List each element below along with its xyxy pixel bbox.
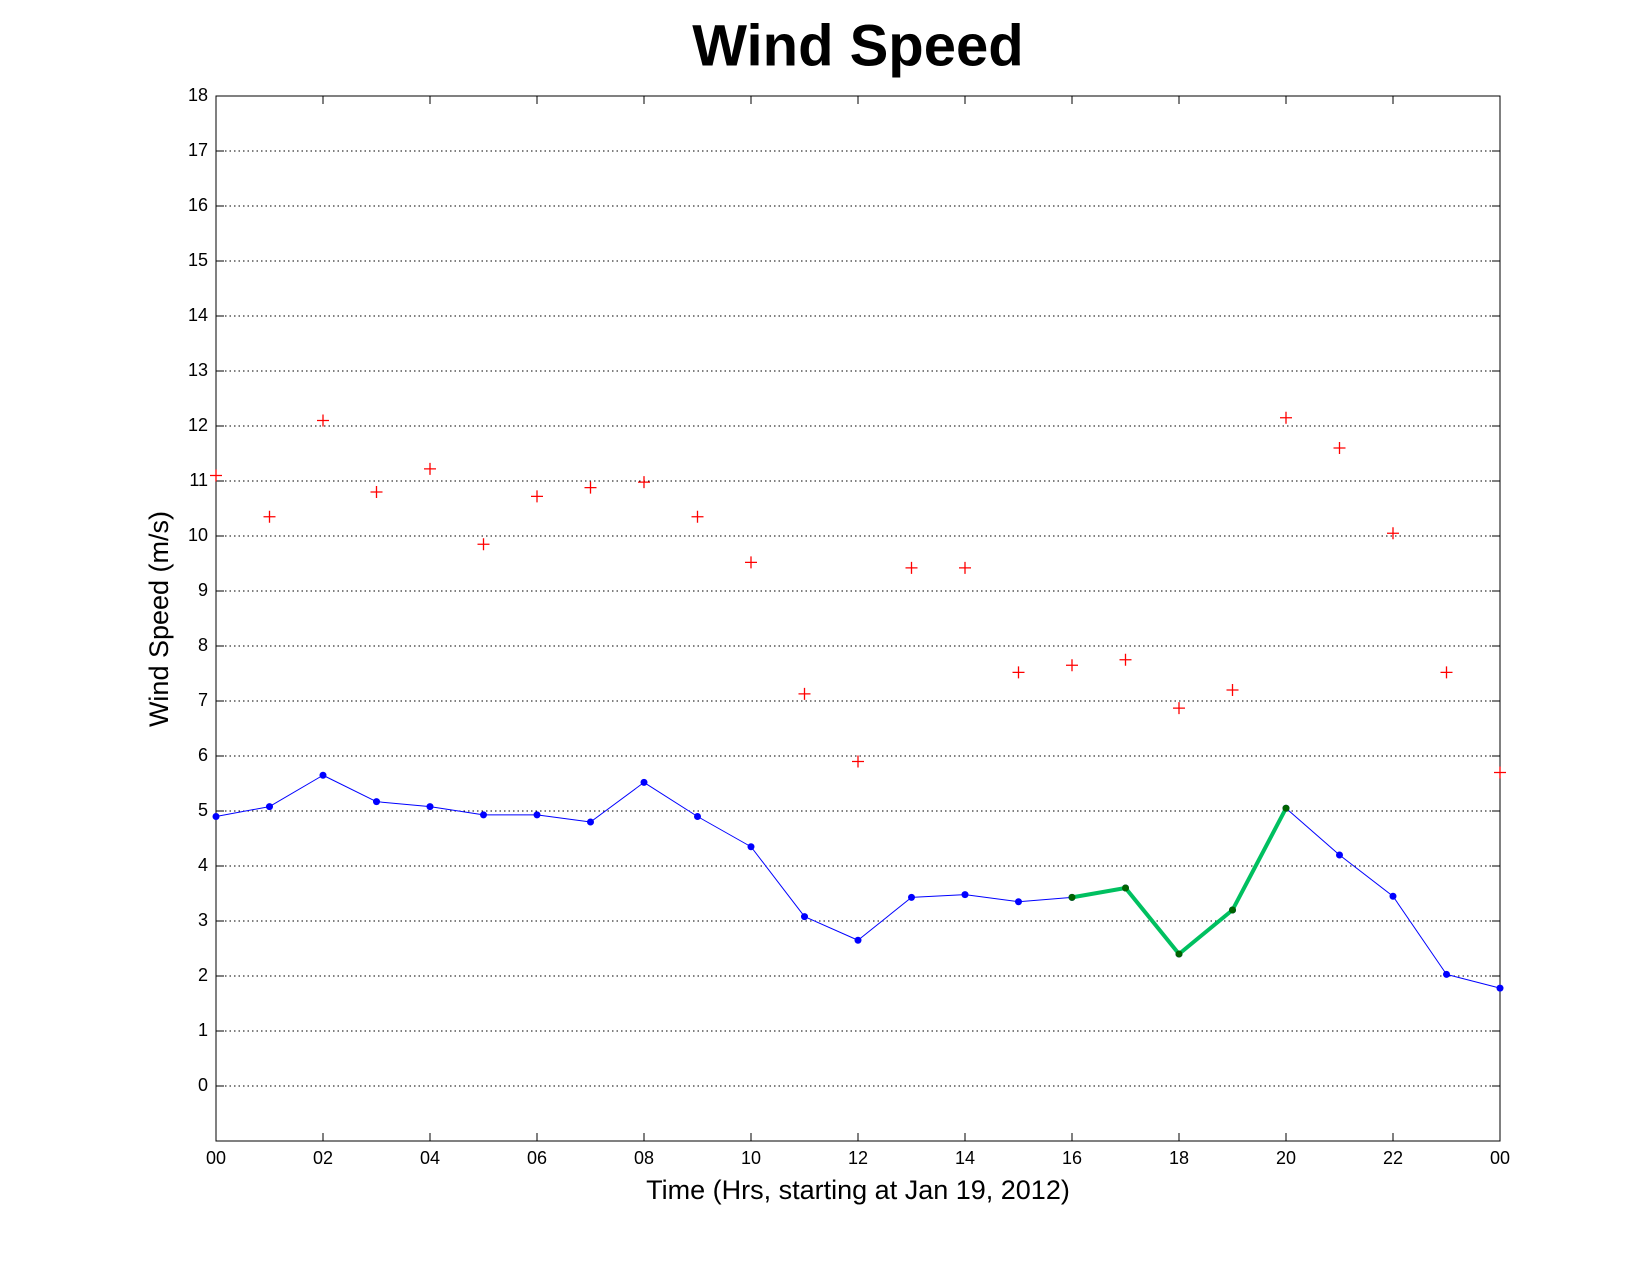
plus-marker xyxy=(1387,527,1399,540)
y-tick-label: 6 xyxy=(198,745,208,765)
plus-marker xyxy=(691,510,704,523)
dot-marker xyxy=(747,843,755,851)
y-tick-label: 14 xyxy=(188,305,208,325)
plus-marker xyxy=(1226,684,1239,696)
x-tick-label: 22 xyxy=(1383,1148,1403,1168)
plus-marker xyxy=(477,538,490,551)
x-tick-label: 08 xyxy=(634,1148,654,1168)
plus-marker xyxy=(424,462,436,475)
y-tick-label: 11 xyxy=(189,470,208,490)
plot-area xyxy=(216,96,1500,1141)
y-tick-label: 5 xyxy=(198,800,208,820)
dot-marker xyxy=(694,813,701,820)
dot-marker xyxy=(1122,884,1129,892)
plus-marker xyxy=(1173,702,1185,715)
x-tick-label: 16 xyxy=(1062,1148,1082,1168)
plus-marker xyxy=(798,687,811,700)
dot-marker xyxy=(1496,984,1504,992)
plus-marker xyxy=(1119,653,1132,666)
dot-marker xyxy=(1443,970,1450,978)
dot-marker xyxy=(426,803,434,811)
x-tick-label: 12 xyxy=(848,1148,868,1168)
dot-marker xyxy=(1175,950,1183,958)
plus-marker xyxy=(1066,659,1078,672)
x-tick-label: 18 xyxy=(1169,1148,1189,1168)
y-axis-label: Wind Speed (m/s) xyxy=(144,511,174,727)
plus-marker xyxy=(370,486,383,498)
plus-marker xyxy=(1280,411,1292,424)
plus-marker xyxy=(852,755,864,768)
plus-marker xyxy=(531,490,543,503)
plus-marker xyxy=(1440,666,1453,679)
x-tick-label: 02 xyxy=(313,1148,333,1168)
dot-marker xyxy=(212,813,220,820)
x-tick-label: 00 xyxy=(1490,1148,1510,1168)
x-tick-label: 14 xyxy=(955,1148,975,1168)
y-tick-label: 1 xyxy=(198,1020,208,1040)
y-tick-label: 0 xyxy=(198,1075,208,1095)
plus-marker xyxy=(905,561,918,574)
y-tick-label: 13 xyxy=(188,360,208,380)
dot-marker xyxy=(533,811,541,819)
dot-marker xyxy=(908,893,915,901)
x-tick-label: 06 xyxy=(527,1148,547,1168)
dot-marker xyxy=(1068,893,1076,901)
dot-marker xyxy=(480,811,487,819)
dot-marker xyxy=(1389,892,1397,900)
plus-marker xyxy=(959,561,971,574)
dot-marker xyxy=(854,936,862,944)
dot-marker xyxy=(373,798,380,806)
dot-marker xyxy=(319,771,327,779)
plus-marker xyxy=(317,414,329,427)
x-tick-label: 00 xyxy=(206,1148,226,1168)
plus-marker xyxy=(1012,666,1025,679)
plus-marker xyxy=(745,556,757,569)
dot-marker xyxy=(1336,851,1343,859)
dot-marker xyxy=(961,891,969,899)
dot-marker xyxy=(1015,898,1022,906)
y-tick-label: 8 xyxy=(198,635,208,655)
y-tick-label: 10 xyxy=(188,525,208,545)
plus-marker xyxy=(1333,442,1346,454)
dot-marker xyxy=(801,913,808,921)
dot-marker xyxy=(587,818,594,826)
x-tick-label: 04 xyxy=(420,1148,440,1168)
y-tick-label: 7 xyxy=(198,690,208,710)
y-tick-label: 12 xyxy=(188,415,208,435)
chart-title: Wind Speed xyxy=(692,13,1023,78)
dot-marker xyxy=(1282,804,1290,812)
plus-marker xyxy=(1494,766,1506,779)
plus-marker xyxy=(638,476,650,489)
plus-marker xyxy=(584,481,597,494)
y-tick-label: 4 xyxy=(198,855,208,875)
x-tick-label: 20 xyxy=(1276,1148,1296,1168)
dot-marker xyxy=(640,778,648,786)
y-tick-label: 2 xyxy=(198,965,208,985)
x-axis-label: Time (Hrs, starting at Jan 19, 2012) xyxy=(646,1175,1070,1205)
y-tick-label: 18 xyxy=(188,85,208,105)
dot-marker xyxy=(1229,906,1236,914)
y-tick-label: 9 xyxy=(198,580,208,600)
plus-marker xyxy=(263,510,276,523)
plus-marker xyxy=(210,469,222,482)
dot-marker xyxy=(266,803,273,811)
plot-frame xyxy=(215,95,1501,1142)
y-tick-label: 16 xyxy=(188,195,208,215)
x-tick-label: 10 xyxy=(741,1148,761,1168)
y-tick-label: 3 xyxy=(198,910,208,930)
y-tick-label: 15 xyxy=(188,250,208,270)
y-tick-label: 17 xyxy=(188,140,208,160)
